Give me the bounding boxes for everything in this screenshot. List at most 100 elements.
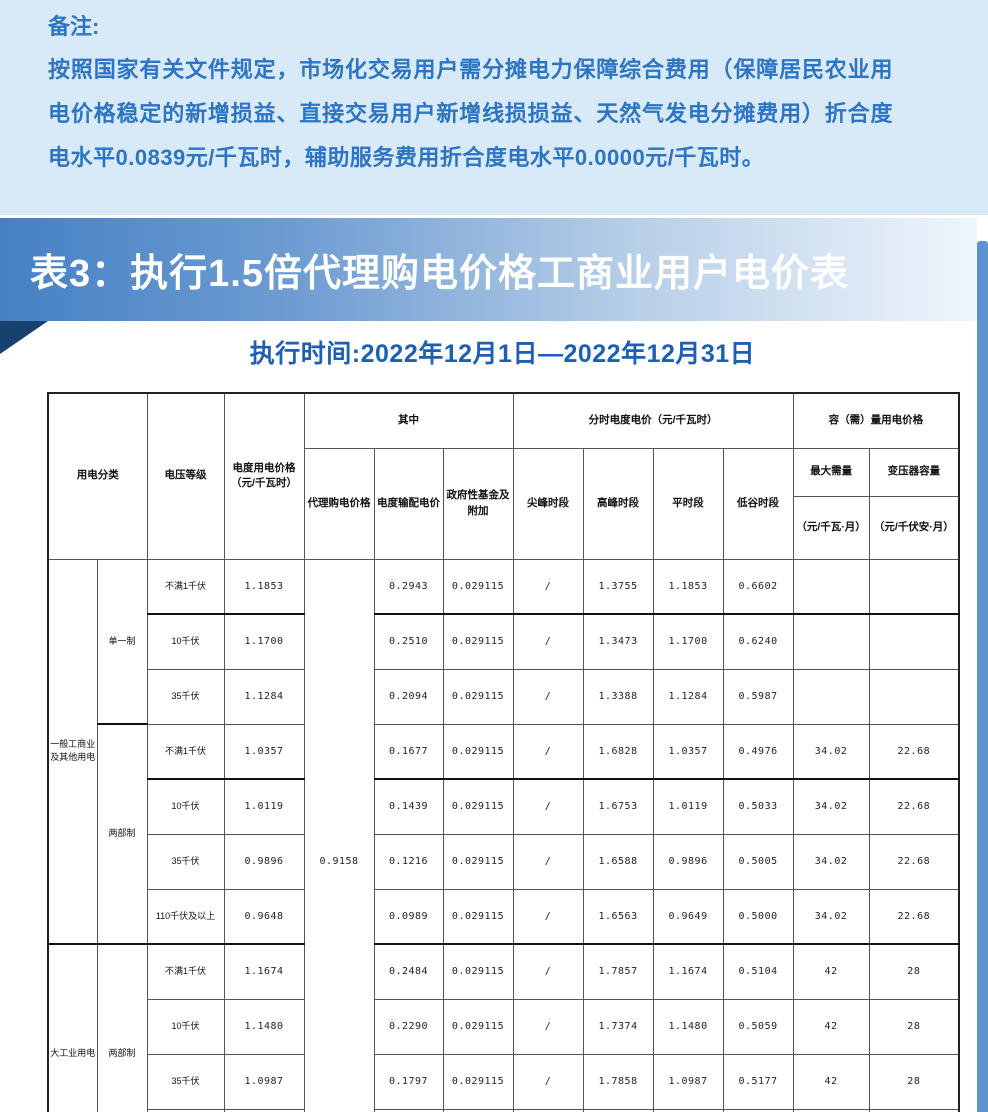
header-among-group: 其中	[303, 392, 514, 449]
table-cell-demand: 34.02	[792, 723, 870, 780]
table-cell-peak: 1.6828	[582, 723, 654, 780]
table-cell-flat: 1.0987	[652, 1053, 724, 1110]
table-cell-category: 大工业用电	[47, 943, 98, 1112]
table-cell-system: 单一制	[96, 558, 148, 725]
table-cell-category: 一般工商业及其他用电	[47, 558, 98, 945]
table-cell-sharp: /	[512, 833, 584, 890]
table-cell-sharp: /	[512, 998, 584, 1055]
header-row-2: 代理购电价格 电度输配电价 政府性基金及附加 尖峰时段 高峰时段 平时段 低谷时…	[48, 447, 960, 560]
table-cell-system: 两部制	[96, 723, 148, 945]
table-cell-flat: 1.1480	[652, 998, 724, 1055]
table-cell-fund: 0.029115	[442, 778, 514, 835]
table-cell-sharp: /	[512, 888, 584, 945]
table-cell-voltage: 10千伏	[146, 778, 225, 835]
table-cell-fund: 0.029115	[442, 668, 514, 725]
header-tou-group: 分时电度电价（元/千瓦时）	[512, 392, 794, 449]
table-cell-transmission: 0.2094	[373, 668, 444, 725]
table-cell-price: 1.0357	[223, 723, 305, 780]
table-row: 35千伏 1.1284 0.2094 0.029115/1.3388 1.1284 0.5…	[48, 668, 960, 725]
table-row: 10千伏 1.1700 0.2510 0.029115/1.3473 1.1700 0.6…	[48, 613, 960, 670]
table-cell-fund: 0.029115	[442, 888, 514, 945]
table-cell-sharp: /	[512, 613, 584, 670]
table-row: 35千伏 0.9896 0.1216 0.029115/1.6588 0.9896 0.5…	[48, 833, 960, 890]
header-demand-unit: （元/千瓦·月）	[792, 495, 870, 560]
table-cell-sharp: /	[512, 723, 584, 780]
table-cell-price: 1.1284	[223, 668, 305, 725]
table-cell-valley: 0.4976	[722, 723, 794, 780]
header-voltage: 电压等级	[146, 392, 225, 560]
table-cell-flat: 1.0357	[652, 723, 724, 780]
table-cell-sharp: /	[512, 778, 584, 835]
header-valley: 低谷时段	[722, 447, 794, 560]
table-cell-valley	[722, 1108, 794, 1112]
table-cell-capacity: 22.68	[868, 888, 960, 945]
table-cell-flat: 1.0119	[652, 778, 724, 835]
table-cell-valley: 0.5987	[722, 668, 794, 725]
table-title: 表3：执行1.5倍代理购电价格工商业用户电价表	[30, 253, 849, 295]
table-cell-capacity: 28	[868, 998, 960, 1055]
table-cell-voltage: 不满1千伏	[146, 558, 225, 615]
table-cell-voltage: 不满1千伏	[146, 723, 225, 780]
table-row: 大工业用电 两部制 不满1千伏 1.1674 0.2484 0.029115/1.7857…	[47, 943, 960, 1112]
table-cell-voltage: 10千伏	[146, 613, 225, 670]
table-cell-transmission: 0.2484	[373, 943, 444, 1000]
table-cell-fund: 0.029115	[442, 833, 514, 890]
table-row: 两部制 不满1千伏 1.0357 0.1677 0.029115/1.6828 1.035…	[48, 723, 960, 945]
table-cell-peak: 1.6588	[582, 833, 654, 890]
table-body: 一般工商业及其他用电 单一制 不满1千伏 1.1853 0.9158 0.2943 0.02…	[47, 558, 960, 1112]
table-cell-demand	[792, 668, 870, 725]
table-cell-price	[223, 1108, 305, 1112]
table-cell-fund: 0.029115	[442, 723, 514, 780]
table-cell-system: 两部制	[96, 943, 148, 1112]
table-row: 10千伏 1.0119 0.1439 0.029115/1.6753 1.0119 0.5…	[48, 778, 960, 835]
table-cell-flat: 1.1674	[652, 943, 724, 1000]
table-cell-valley: 0.5059	[722, 998, 794, 1055]
table-cell-transmission: 0.1216	[373, 833, 444, 890]
table-cell-demand: 34.02	[792, 833, 870, 890]
header-row-3: （元/千瓦·月） （元/千伏安·月）	[48, 495, 960, 560]
table-title-banner: 表3：执行1.5倍代理购电价格工商业用户电价表	[0, 218, 977, 321]
table-cell-voltage: 35千伏	[146, 833, 225, 890]
table-cell-capacity	[868, 1108, 960, 1112]
table-cell-price: 1.0119	[223, 778, 305, 835]
price-table: 用电分类 电压等级 电度用电价格（元/千瓦时） 其中 分时电度电价（元/千瓦时）…	[47, 392, 961, 1112]
table-cell-capacity	[868, 668, 960, 725]
table-cell-fund: 0.029115	[442, 998, 514, 1055]
table-cell-voltage: 35千伏	[146, 1053, 225, 1110]
table-cell-sharp: /	[512, 558, 584, 615]
table-cell-voltage: 10千伏	[146, 998, 225, 1055]
note-body: 按照国家有关文件规定，市场化交易用户需分摊电力保障综合费用（保障居民农业用电价格…	[48, 57, 893, 170]
table-cell-fund: 0.029115	[442, 943, 514, 1000]
table-cell-capacity	[868, 613, 960, 670]
header-category: 用电分类	[47, 392, 148, 560]
table-row: 10千伏 1.1480 0.2290 0.029115/1.7374 1.1480 0.5…	[48, 998, 960, 1055]
table-cell-price: 0.9648	[223, 888, 305, 945]
table-cell-peak: 1.3755	[582, 558, 654, 615]
table-cell-price: 0.9896	[223, 833, 305, 890]
table-cell-transmission: 0.1797	[373, 1053, 444, 1110]
table-cell-peak: 1.3473	[582, 613, 654, 670]
table-cell-sharp: /	[512, 943, 584, 1000]
banner-fold-triangle	[0, 321, 48, 354]
table-cell-voltage: 不满1千伏	[146, 943, 225, 1000]
table-cell-demand: 42	[792, 943, 870, 1000]
table-cell-valley: 0.5033	[722, 778, 794, 835]
table-cell-peak: 1.6563	[582, 888, 654, 945]
table-row	[48, 1108, 960, 1112]
table-cell-price: 1.0987	[223, 1053, 305, 1110]
table-row: 一般工商业及其他用电 单一制 不满1千伏 1.1853 0.9158 0.2943 0.02…	[47, 558, 960, 1112]
table-cell-valley: 0.5177	[722, 1053, 794, 1110]
table-cell-fund: 0.029115	[442, 1053, 514, 1110]
execution-period: 执行时间:2022年12月1日—2022年12月31日	[249, 340, 756, 368]
table-cell-price: 1.1700	[223, 613, 305, 670]
table-cell-valley: 0.6602	[722, 558, 794, 615]
header-flat: 平时段	[652, 447, 724, 560]
table-cell-price: 1.1853	[223, 558, 305, 615]
table-cell-fund: 0.029115	[442, 558, 514, 615]
table-cell-peak: 1.7858	[582, 1053, 654, 1110]
table-cell-flat: 1.1284	[652, 668, 724, 725]
table-cell-flat: 1.1853	[652, 558, 724, 615]
table-cell-peak: 1.7374	[582, 998, 654, 1055]
table-cell-sharp: /	[512, 668, 584, 725]
table-cell-peak: 1.6753	[582, 778, 654, 835]
